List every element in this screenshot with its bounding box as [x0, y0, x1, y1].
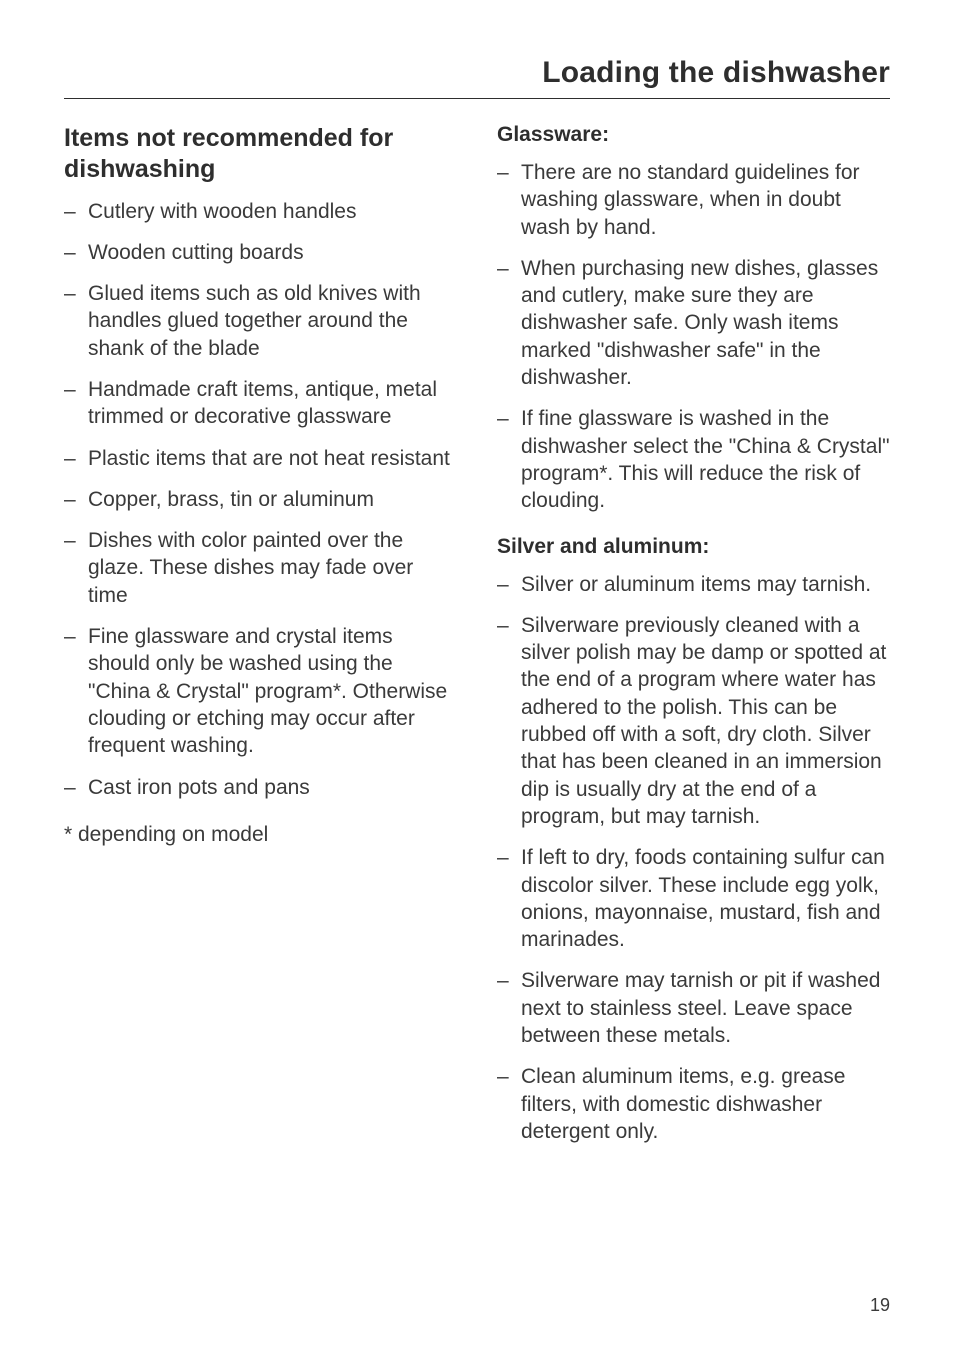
list-item: Copper, brass, tin or aluminum [64, 486, 457, 513]
page-title: Loading the dishwasher [64, 56, 890, 90]
columns: Items not recommended for dishwashing Cu… [64, 123, 890, 1165]
list-item: Silverware previously cleaned with a sil… [497, 612, 890, 830]
left-heading: Items not recommended for dishwashing [64, 123, 457, 186]
list-item: Fine glassware and crystal items should … [64, 623, 457, 759]
silver-heading: Silver and aluminum: [497, 535, 890, 559]
right-column: Glassware: There are no standard guideli… [497, 123, 890, 1165]
list-item: Wooden cutting boards [64, 239, 457, 266]
page: Loading the dishwasher Items not recomme… [0, 0, 954, 1352]
glassware-list: There are no standard guidelines for was… [497, 159, 890, 515]
left-column: Items not recommended for dishwashing Cu… [64, 123, 457, 1165]
footnote: * depending on model [64, 821, 457, 848]
left-list: Cutlery with wooden handles Wooden cutti… [64, 198, 457, 801]
list-item: Silver or aluminum items may tarnish. [497, 571, 890, 598]
page-number: 19 [870, 1295, 890, 1316]
list-item: Silverware may tarnish or pit if washed … [497, 967, 890, 1049]
list-item: Plastic items that are not heat resistan… [64, 445, 457, 472]
list-item: There are no standard guidelines for was… [497, 159, 890, 241]
list-item: Dishes with color painted over the glaze… [64, 527, 457, 609]
list-item: When purchasing new dishes, glasses and … [497, 255, 890, 391]
list-item: Handmade craft items, antique, metal tri… [64, 376, 457, 431]
list-item: Cast iron pots and pans [64, 774, 457, 801]
list-item: Glued items such as old knives with hand… [64, 280, 457, 362]
list-item: If left to dry, foods containing sulfur … [497, 844, 890, 953]
silver-list: Silver or aluminum items may tarnish. Si… [497, 571, 890, 1146]
list-item: If fine glassware is washed in the dishw… [497, 405, 890, 514]
title-rule [64, 98, 890, 99]
glassware-heading: Glassware: [497, 123, 890, 147]
list-item: Clean aluminum items, e.g. grease filter… [497, 1063, 890, 1145]
list-item: Cutlery with wooden handles [64, 198, 457, 225]
